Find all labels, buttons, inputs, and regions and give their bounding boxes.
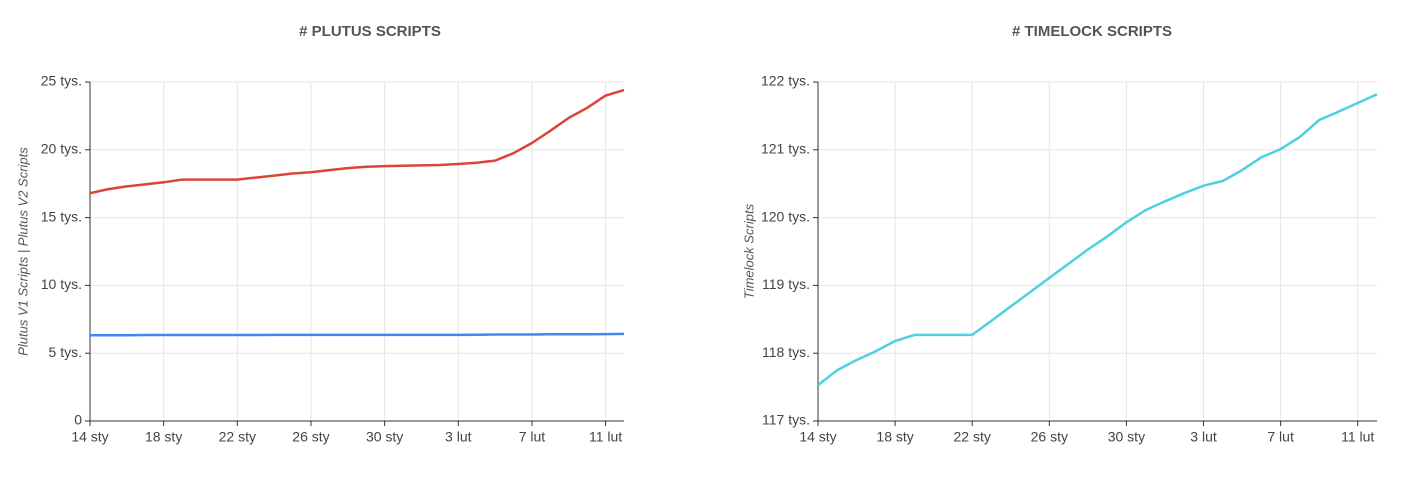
series-line [90, 332, 625, 337]
y-tick-label: 15 tys. [41, 208, 82, 224]
x-tick-label: 7 lut [519, 429, 546, 445]
y-tick-label: 119 tys. [762, 276, 810, 292]
x-tick-label: 3 lut [1190, 429, 1217, 445]
chart: # TIMELOCK SCRIPTS Timelock Scripts 117 ty… [741, 23, 1378, 445]
y-tick-label: 0 [74, 412, 82, 428]
y-tick-label: 118 tys. [762, 344, 810, 360]
y-tick-label: 121 tys. [761, 141, 810, 157]
x-tick-label: 7 lut [1267, 429, 1294, 445]
y-tick-label: 120 tys. [761, 208, 810, 224]
x-tick-label: 18 sty [876, 429, 913, 445]
y-tick-label: 25 tys. [41, 73, 82, 89]
chart-title: # TIMELOCK SCRIPTS [1012, 23, 1172, 40]
y-axis-label: Timelock Scripts [741, 203, 756, 299]
chart: # PLUTUS SCRIPTS Plutus V1 Scripts | Plut… [15, 23, 625, 445]
x-tick-label: 3 lut [445, 429, 472, 445]
y-tick-label: 10 tys. [41, 276, 82, 292]
y-tick-label: 117 tys. [762, 412, 810, 428]
series-line [89, 88, 625, 195]
chart-title: # PLUTUS SCRIPTS [299, 23, 441, 40]
x-tick-label: 22 sty [954, 429, 991, 445]
y-axis-label: Plutus V1 Scripts | Plutus V2 Scripts [15, 147, 30, 356]
x-tick-label: 11 lut [589, 429, 622, 445]
series-line [817, 93, 1378, 387]
x-tick-label: 26 sty [1031, 429, 1068, 445]
y-tick-label: 122 tys. [761, 73, 810, 89]
x-tick-label: 26 sty [292, 429, 329, 445]
x-tick-label: 18 sty [145, 429, 182, 445]
y-tick-label: 20 tys. [41, 141, 82, 157]
x-tick-label: 30 sty [1108, 429, 1145, 445]
x-tick-label: 22 sty [219, 429, 256, 445]
x-tick-label: 14 sty [71, 429, 108, 445]
y-tick-label: 5 tys. [49, 344, 82, 360]
x-tick-label: 14 sty [799, 429, 836, 445]
x-tick-label: 30 sty [366, 429, 403, 445]
x-tick-label: 11 lut [1341, 429, 1374, 445]
